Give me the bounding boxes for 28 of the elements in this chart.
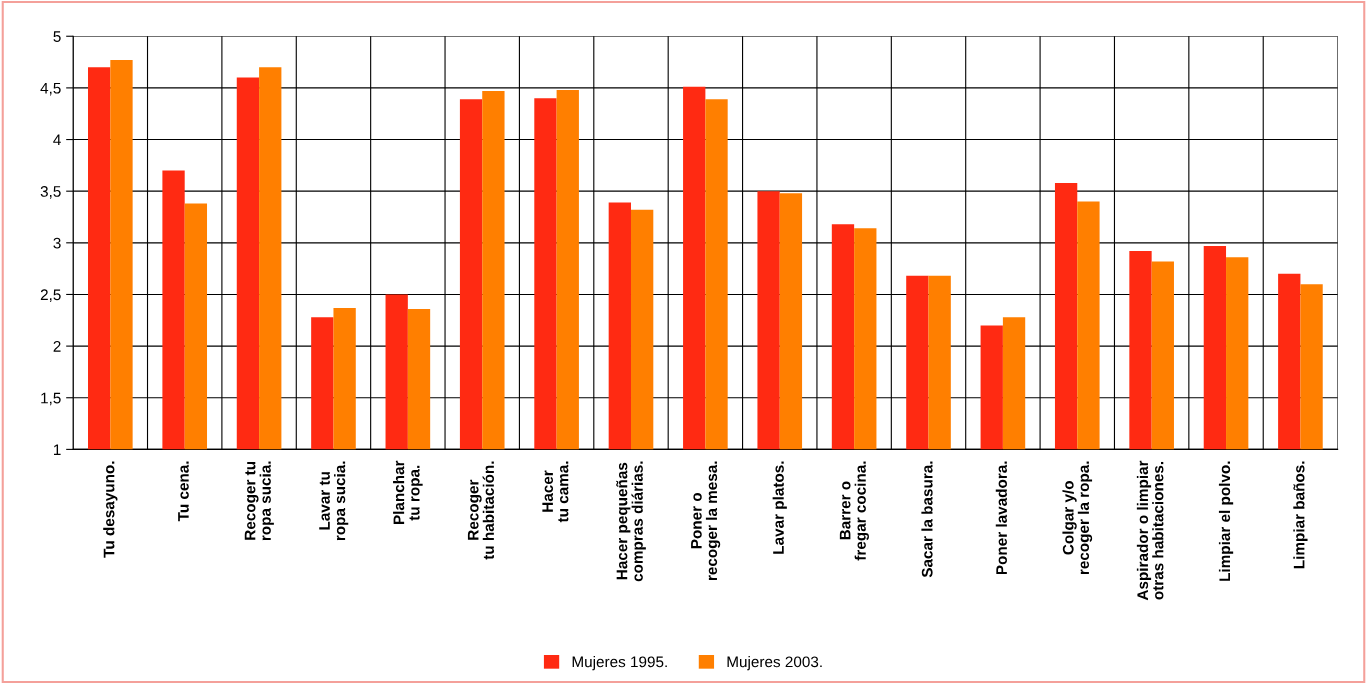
x-tick-label: Poner o recoger la mesa. <box>691 461 721 581</box>
y-tick-label: 1 <box>54 444 61 455</box>
x-tick-label: Tu cena. <box>178 461 189 522</box>
x-tick-label: Limpiar el polvo. <box>1218 461 1234 581</box>
x-tick-label: Lavar platos. <box>772 461 787 554</box>
y-tick-label: 4 <box>53 134 61 146</box>
legend-label: Mujeres 1995. <box>572 656 667 671</box>
y-tick-label: 3 <box>53 237 61 249</box>
x-tick-label: Poner lavadora. <box>995 461 1007 575</box>
x-tick-label: Limpiar baños. <box>1293 461 1308 569</box>
y-tick-label: 4,5 <box>40 82 61 96</box>
x-tick-label: Hacer pequeñas compras diárias. <box>616 461 646 582</box>
x-tick-label: Colgar y/o recoger la ropa. <box>1062 461 1093 575</box>
x-tick-label: Aspirador o limpiar otras habitaciones. <box>1136 460 1164 601</box>
y-tick-label: 2 <box>53 340 61 352</box>
x-tick-label: Planchar tu ropa. <box>393 460 423 525</box>
x-tick-label: Lavar tu ropa sucia. <box>319 461 349 541</box>
x-tick-label: Tu desayuno. <box>103 461 118 558</box>
x-tick-label: Barrer o fregar cocina. <box>839 461 869 561</box>
y-tick-label: 2,5 <box>40 289 61 302</box>
x-tick-label: Recoger tu ropa sucia. <box>244 461 274 541</box>
x-tick-label: Hacer tu cama. <box>542 461 569 523</box>
y-tick-label: 3,5 <box>40 186 61 199</box>
y-tick-label: 5 <box>53 31 61 42</box>
y-tick-label: 1,5 <box>41 392 61 406</box>
x-tick-label: Recoger tu habitación. <box>467 461 494 560</box>
x-tick-label: Sacar la basura. <box>921 461 933 578</box>
legend-label: Mujeres 2003. <box>727 656 822 671</box>
